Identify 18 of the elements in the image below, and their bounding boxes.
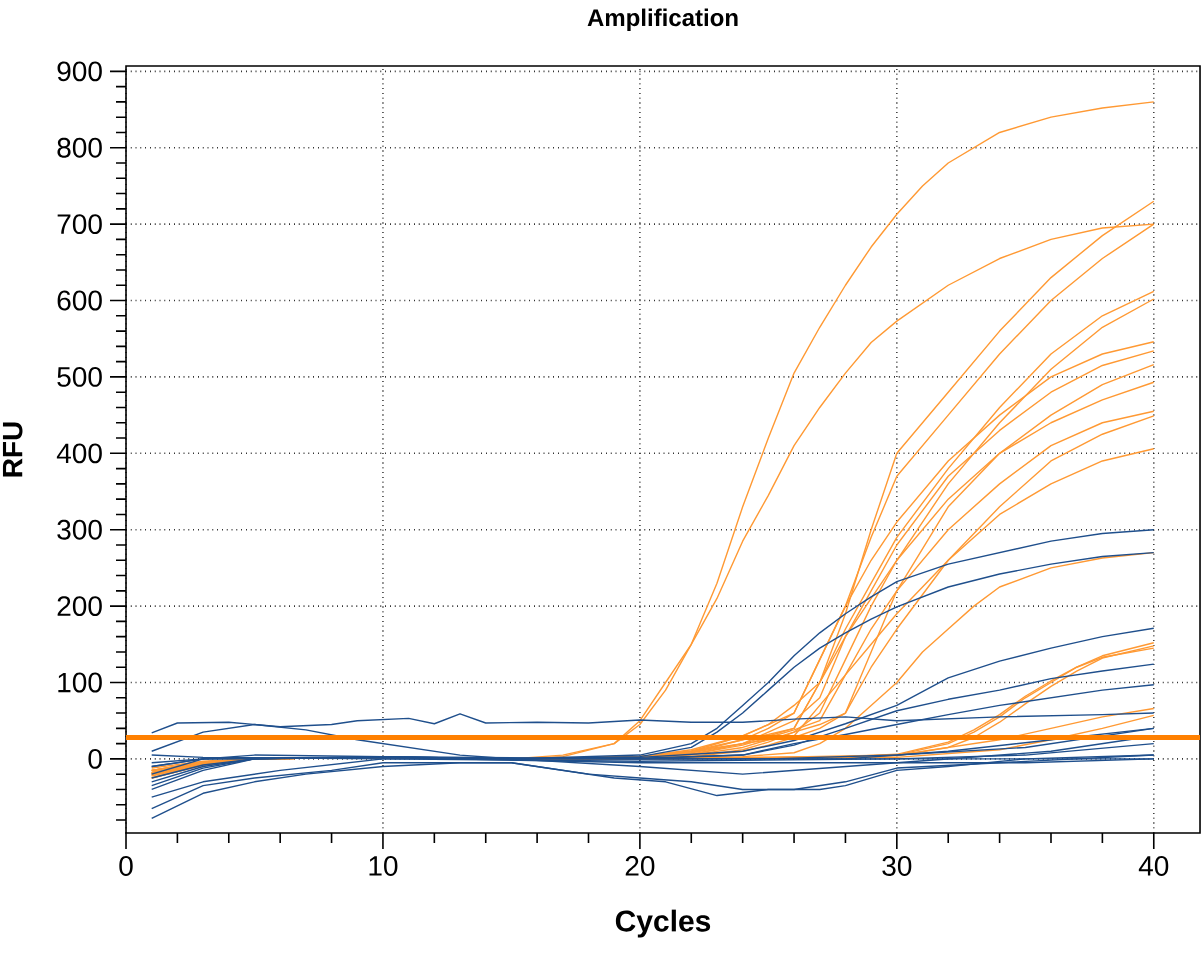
y-tick-label: 100 bbox=[58, 672, 102, 693]
y-tick-label: 600 bbox=[57, 290, 102, 311]
y-axis-title: RFU bbox=[2, 422, 23, 477]
x-tick-label: 30 bbox=[882, 856, 912, 876]
y-tick-label: 300 bbox=[57, 519, 102, 540]
x-tick-label: 40 bbox=[1138, 856, 1169, 876]
x-tick-label: 10 bbox=[369, 856, 398, 876]
x-axis-title: Cycles bbox=[615, 909, 711, 938]
y-tick-label: 400 bbox=[56, 443, 102, 464]
y-tick-label: 700 bbox=[57, 214, 102, 235]
x-tick-label: 0 bbox=[119, 856, 133, 876]
y-tick-label: 500 bbox=[57, 366, 102, 387]
y-tick-label: 800 bbox=[57, 137, 102, 158]
y-tick-label: 900 bbox=[57, 61, 102, 82]
chart-title: Amplification bbox=[587, 8, 738, 31]
y-tick-label: 200 bbox=[57, 596, 102, 617]
y-tick-label: 0 bbox=[88, 748, 102, 769]
x-tick-label: 20 bbox=[625, 856, 655, 876]
